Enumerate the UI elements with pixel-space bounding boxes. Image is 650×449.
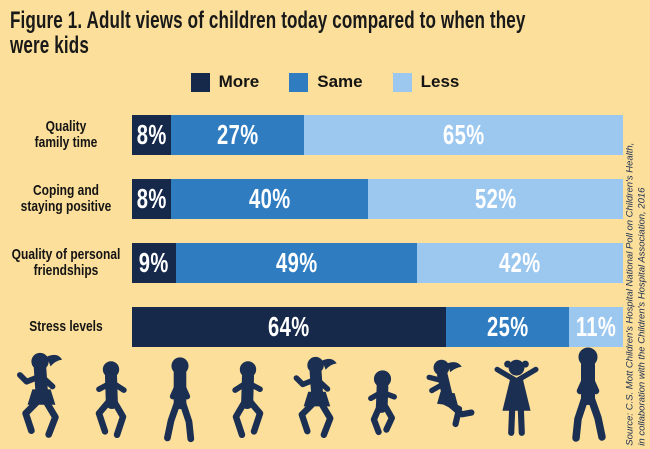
bar-value-label: 52% xyxy=(474,183,517,215)
bar-value-label: 27% xyxy=(216,119,259,151)
legend-item-same: Same xyxy=(289,72,363,92)
bar-segment-more: 8% xyxy=(132,115,172,156)
girl-running-silhouette xyxy=(16,352,63,438)
bar-stack: 9% 49% 42% xyxy=(132,243,623,284)
legend: More Same Less xyxy=(0,72,650,92)
bar-value-label: 49% xyxy=(275,247,318,279)
bar-segment-less: 65% xyxy=(303,115,623,156)
legend-label: Same xyxy=(317,72,363,92)
boy-walking-silhouette xyxy=(572,347,606,442)
bar-value-label: 40% xyxy=(248,183,291,215)
bar-value-label: 8% xyxy=(136,119,167,151)
bar-segment-same: 40% xyxy=(171,179,368,220)
stacked-bar-chart: Quality family time 8% 27% 65% Coping and st… xyxy=(0,115,650,348)
boy-running-silhouette xyxy=(232,361,264,439)
girl-leaping-silhouette xyxy=(426,359,474,428)
bar-value-label: 11% xyxy=(575,311,617,343)
chart-rows: Quality family time 8% 27% 65% Coping and st… xyxy=(0,115,623,348)
bar-segment-less: 11% xyxy=(568,307,623,348)
bar-segment-more: 8% xyxy=(132,179,172,220)
bar-value-label: 25% xyxy=(486,311,529,343)
legend-label: Less xyxy=(420,72,460,92)
bar-value-label: 65% xyxy=(442,119,485,151)
bar-segment-more: 9% xyxy=(132,243,177,284)
toddler-running-silhouette xyxy=(368,370,398,436)
girl-running-silhouette xyxy=(293,356,337,439)
girl-arms-out-silhouette xyxy=(494,359,539,436)
bar-segment-more: 64% xyxy=(132,307,447,348)
bar-stack: 8% 40% 52% xyxy=(132,179,623,220)
bar-value-label: 9% xyxy=(139,247,170,279)
chart-row: Coping and staying positive 8% 40% 52% xyxy=(0,179,623,220)
bar-segment-same: 25% xyxy=(446,307,569,348)
chart-row: Quality of personal friendships 9% 49% 42% xyxy=(0,243,623,284)
legend-item-less: Less xyxy=(392,72,460,92)
chart-row: Quality family time 8% 27% 65% xyxy=(0,115,623,156)
boy-running-silhouette xyxy=(95,361,127,439)
boy-walking-silhouette xyxy=(163,357,194,443)
bar-stack: 64% 25% 11% xyxy=(132,307,623,348)
bar-segment-same: 49% xyxy=(176,243,417,284)
chart-row: Stress levels 64% 25% 11% xyxy=(0,307,623,348)
legend-swatch-more xyxy=(190,72,210,92)
category-label: Quality family time xyxy=(34,117,98,152)
bar-value-label: 64% xyxy=(268,311,310,343)
legend-label: More xyxy=(218,72,260,92)
bar-stack: 8% 27% 65% xyxy=(132,115,623,156)
bar-segment-less: 42% xyxy=(416,243,623,284)
category-label: Quality of personal friendships xyxy=(11,245,121,280)
children-silhouettes-band xyxy=(0,344,650,449)
legend-item-more: More xyxy=(190,72,260,92)
category-label: Stress levels xyxy=(29,317,103,335)
legend-swatch-less xyxy=(392,72,412,92)
bar-value-label: 8% xyxy=(136,183,167,215)
bar-value-label: 42% xyxy=(499,247,541,279)
figure-title: Figure 1. Adult views of children today … xyxy=(10,7,526,60)
category-label: Coping and staying positive xyxy=(20,181,112,216)
bar-segment-less: 52% xyxy=(367,179,623,220)
bar-segment-same: 27% xyxy=(171,115,304,156)
legend-swatch-same xyxy=(289,72,309,92)
figure-title-block: Figure 1. Adult views of children today … xyxy=(0,0,650,60)
